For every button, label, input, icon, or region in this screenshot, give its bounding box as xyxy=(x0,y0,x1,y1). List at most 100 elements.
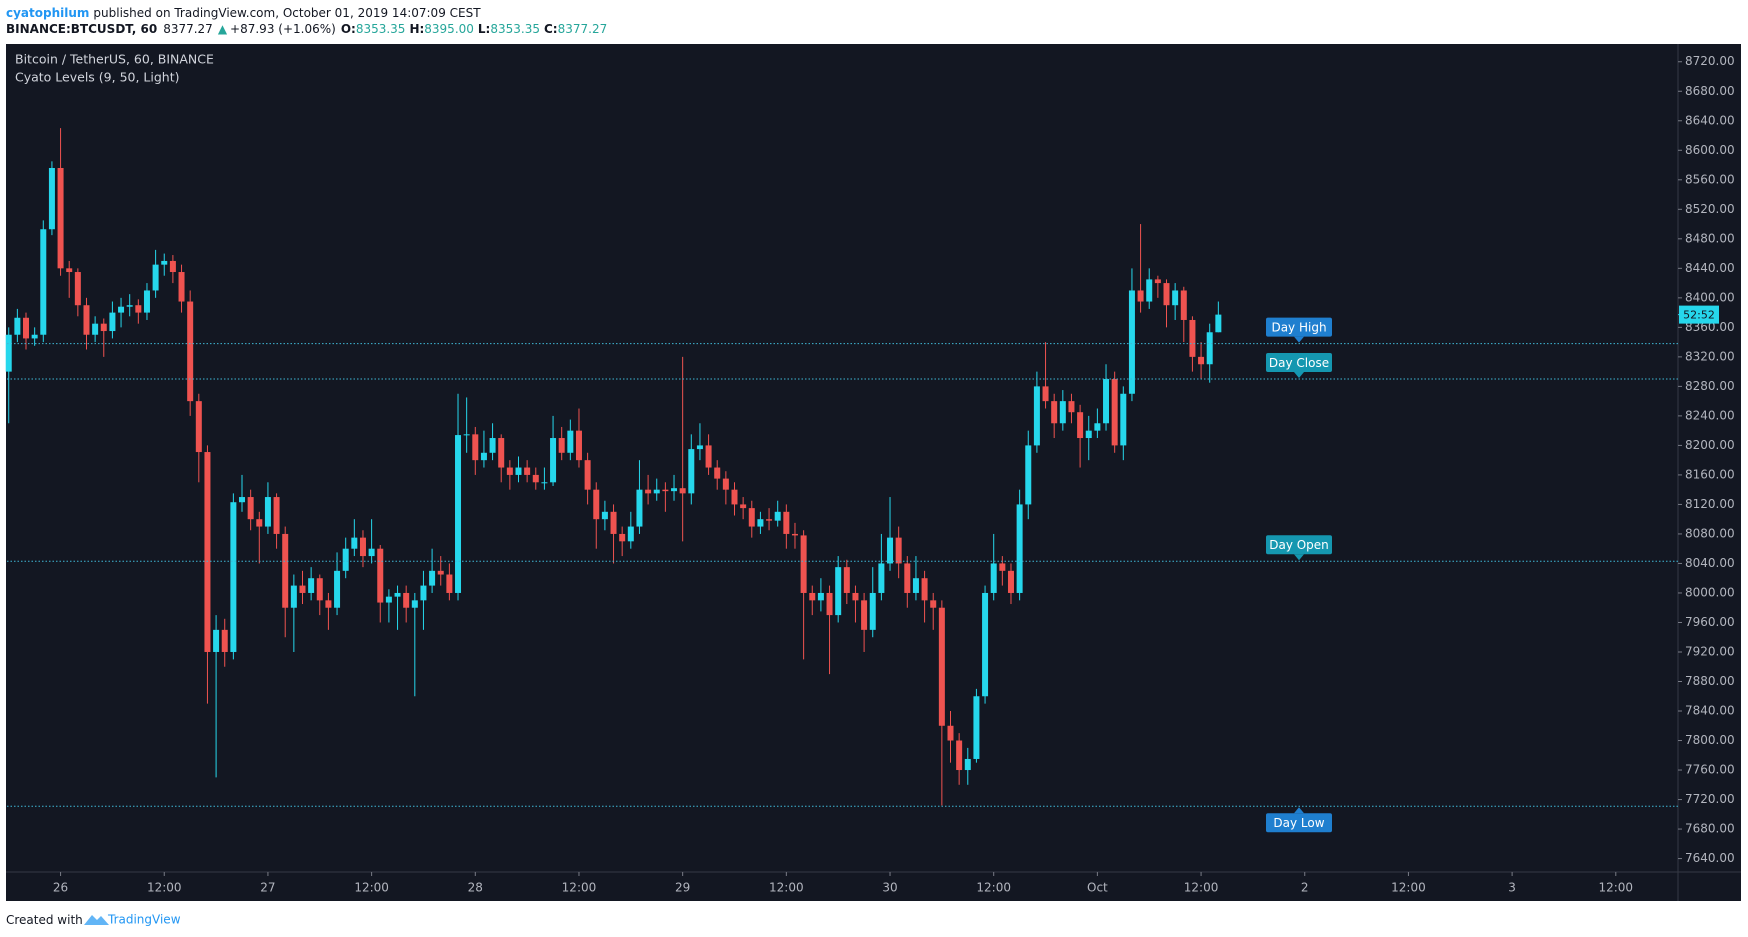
candle-body xyxy=(1042,386,1049,402)
candle-body xyxy=(731,489,738,505)
x-tick-label: 12:00 xyxy=(1391,881,1426,895)
tradingview-link[interactable]: TradingView xyxy=(107,913,181,927)
candle-body xyxy=(290,585,297,608)
candle-body xyxy=(83,305,90,335)
high-label: H: xyxy=(409,22,424,36)
candle-body xyxy=(299,585,306,593)
candle-body xyxy=(334,570,341,608)
y-tick-label: 7920.00 xyxy=(1685,644,1735,658)
candle-body xyxy=(999,563,1006,571)
candle-body xyxy=(1033,386,1040,446)
x-tick-label: 12:00 xyxy=(1598,881,1633,895)
candle-body xyxy=(688,449,695,494)
x-tick-label: 29 xyxy=(675,881,690,895)
x-tick-label: 12:00 xyxy=(147,881,182,895)
candle-body xyxy=(308,578,315,593)
candle-body xyxy=(1215,314,1222,333)
candle-body xyxy=(956,740,963,771)
candle-body xyxy=(489,438,496,453)
candle-body xyxy=(429,570,436,586)
candle-body xyxy=(878,563,885,593)
y-tick-label: 8280.00 xyxy=(1685,379,1735,393)
candle-body xyxy=(351,537,358,549)
countdown: 52:52 xyxy=(1683,309,1715,322)
close-value: 8377.27 xyxy=(558,22,608,36)
candle-body xyxy=(895,537,902,564)
candle-body xyxy=(1068,401,1075,413)
candle-body xyxy=(774,511,781,521)
candle-body xyxy=(1172,290,1179,306)
y-tick-label: 8240.00 xyxy=(1685,408,1735,422)
level-label-box xyxy=(1266,353,1332,373)
countdown-box xyxy=(1679,305,1719,324)
candle-body xyxy=(990,563,997,593)
candle-body xyxy=(377,548,384,603)
header-line-2: BINANCE:BTCUSDT, 60 8377.27 ▲ +87.93 (+1.06… xyxy=(6,22,607,36)
y-tick-label: 8680.00 xyxy=(1685,84,1735,98)
candle-body xyxy=(57,167,64,269)
y-tick-label: 7640.00 xyxy=(1685,851,1735,865)
candle-body xyxy=(584,460,591,490)
candle-body xyxy=(696,445,703,450)
y-tick-label: 8720.00 xyxy=(1685,54,1735,68)
candle-body xyxy=(325,600,332,608)
level-label-box xyxy=(1266,317,1332,337)
candle-body xyxy=(247,497,254,520)
y-tick-label: 8600.00 xyxy=(1685,143,1735,157)
candle-body xyxy=(161,260,168,265)
candle-body xyxy=(472,434,479,461)
level-label: Day Open xyxy=(1269,538,1329,552)
candle-body xyxy=(550,438,557,483)
candle-body xyxy=(1016,504,1023,593)
y-tick-label: 8200.00 xyxy=(1685,438,1735,452)
candle-body xyxy=(506,467,513,475)
last-price: 8377.27 xyxy=(163,22,213,36)
candle-body xyxy=(748,508,755,527)
candle-body xyxy=(5,334,12,372)
y-tick-label: 8320.00 xyxy=(1685,349,1735,363)
author[interactable]: cyatophilum xyxy=(6,6,89,20)
candle-body xyxy=(463,434,470,436)
indicator-legend: Cyato Levels (9, 50, Light) xyxy=(15,70,180,85)
y-tick-label: 7800.00 xyxy=(1685,733,1735,747)
y-tick-label: 7840.00 xyxy=(1685,704,1735,718)
x-tick-label: 12:00 xyxy=(562,881,597,895)
candle-body xyxy=(23,317,30,339)
candle-body xyxy=(558,438,565,453)
level-label: Day Low xyxy=(1273,816,1324,830)
candle-body xyxy=(575,430,582,461)
created-with: Created with xyxy=(6,913,83,927)
candle-body xyxy=(1077,412,1084,439)
candle-body xyxy=(14,317,21,335)
candle-body xyxy=(835,567,842,616)
x-tick-label: 28 xyxy=(468,881,483,895)
candle-body xyxy=(368,548,375,557)
candle-body xyxy=(256,519,263,527)
level-label-pointer xyxy=(1294,372,1304,379)
x-tick-label: 12:00 xyxy=(769,881,804,895)
candle-body xyxy=(264,497,271,527)
x-tick-label: 12:00 xyxy=(976,881,1011,895)
candle-body xyxy=(532,474,539,483)
y-tick-label: 8480.00 xyxy=(1685,231,1735,245)
candle-body xyxy=(826,592,833,616)
candle-body xyxy=(1094,423,1101,431)
candle-body xyxy=(593,489,600,520)
candle-body xyxy=(766,519,773,521)
candle-body xyxy=(31,334,38,339)
candle-body xyxy=(705,445,712,468)
candle-body xyxy=(800,535,807,593)
candle-body xyxy=(359,537,366,557)
candle-body xyxy=(809,592,816,601)
tradingview-logo[interactable] xyxy=(84,915,109,925)
candle-body xyxy=(601,511,608,520)
high-value: 8395.00 xyxy=(424,22,474,36)
candle-body xyxy=(316,578,323,601)
candle-body xyxy=(273,497,280,534)
symbol: BINANCE:BTCUSDT, 60 xyxy=(6,22,157,36)
candle-body xyxy=(619,533,626,542)
candle-body xyxy=(1128,290,1135,394)
y-tick-label: 8040.00 xyxy=(1685,556,1735,570)
candle-body xyxy=(679,488,686,494)
